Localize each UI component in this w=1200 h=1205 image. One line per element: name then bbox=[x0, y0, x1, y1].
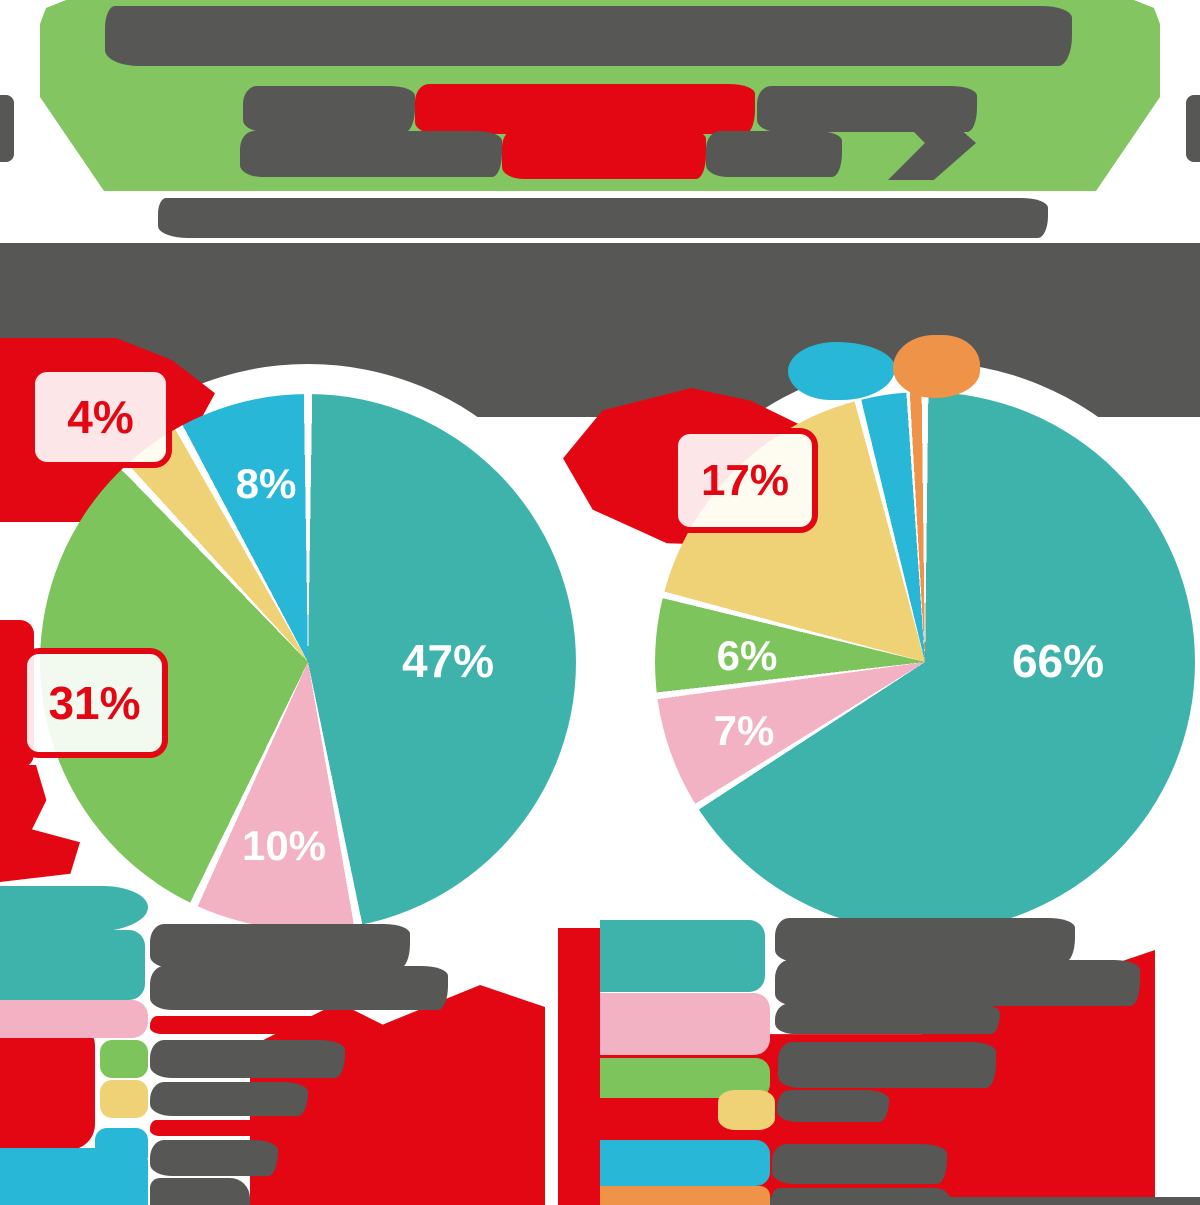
legend-left-text5-melted bbox=[150, 1140, 278, 1176]
legend-left-redtext2-melted bbox=[150, 1120, 288, 1136]
right-edge-decoration bbox=[1186, 95, 1200, 162]
legend-right-text4-melted bbox=[778, 1042, 996, 1088]
legend-left-swatch-pink bbox=[0, 1000, 148, 1038]
legend-left-text1-melted bbox=[150, 924, 410, 968]
callout-box-4pct: 4% bbox=[29, 366, 172, 468]
legend-right-text7-melted bbox=[772, 1188, 952, 1205]
left-pie-label-47: 47% bbox=[401, 635, 495, 687]
legend-left-redtext1-melted bbox=[150, 1016, 340, 1034]
legend-right-text6-melted bbox=[772, 1144, 947, 1184]
legend-left-swatch-teal bbox=[0, 930, 145, 1000]
right-pie-label-7: 7% bbox=[713, 707, 775, 754]
subtitle-melted bbox=[158, 198, 1048, 238]
banner-title-line3-gray-right-melted bbox=[706, 131, 842, 177]
legend-right-text2-melted bbox=[775, 960, 1140, 1006]
legend-left-text2-melted bbox=[150, 966, 448, 1010]
legend-right-text5-melted bbox=[777, 1090, 889, 1122]
left-pie-teal-blob bbox=[0, 886, 148, 932]
legend-right-swatch-yellow bbox=[718, 1090, 775, 1130]
legend-left-swatch-yellow bbox=[100, 1080, 148, 1118]
left-pie-label-8: 8% bbox=[235, 460, 297, 507]
right-pie-orange-slice-label-melted bbox=[893, 335, 980, 398]
callout-box-31pct: 31% bbox=[21, 648, 168, 758]
legend-divider-red-stripe-melted bbox=[558, 928, 600, 1205]
legend-right-swatch-pink bbox=[600, 993, 770, 1055]
right-pie-label-6: 6% bbox=[716, 632, 778, 679]
banner-title-line2-gray-left-melted bbox=[243, 86, 415, 132]
callout-box-17pct: 17% bbox=[672, 428, 818, 533]
legend-right-swatch-blue bbox=[600, 1140, 770, 1186]
legend-right-redtext-melted bbox=[776, 1124, 944, 1140]
left-pie-label-10: 10% bbox=[241, 822, 327, 869]
legend-right-text3-melted bbox=[775, 1004, 1000, 1034]
banner-title-line3-red-melted bbox=[502, 129, 706, 179]
banner-title-line2-red-melted bbox=[415, 84, 755, 134]
legend-right-swatch-orange bbox=[600, 1186, 770, 1205]
legend-left-red-stripe-melted bbox=[0, 1025, 95, 1150]
legend-left-text3-melted bbox=[150, 1040, 345, 1078]
legend-right-swatch-teal bbox=[600, 920, 765, 992]
right-pie-blue-slice-label-melted bbox=[788, 342, 895, 400]
right-pie-label-66: 66% bbox=[1011, 635, 1105, 687]
left-edge-decoration bbox=[0, 95, 14, 162]
legend-left-text6-melted bbox=[150, 1178, 250, 1205]
legend-left-text4-melted bbox=[150, 1082, 308, 1116]
legend-left-swatch-green bbox=[100, 1040, 148, 1078]
banner-title-line1-melted bbox=[105, 6, 1072, 66]
banner-title-line3-gray-left-melted bbox=[240, 131, 502, 177]
legend-left-swatch-blue bbox=[0, 1148, 148, 1205]
legend-right-text1-melted bbox=[775, 918, 1075, 962]
